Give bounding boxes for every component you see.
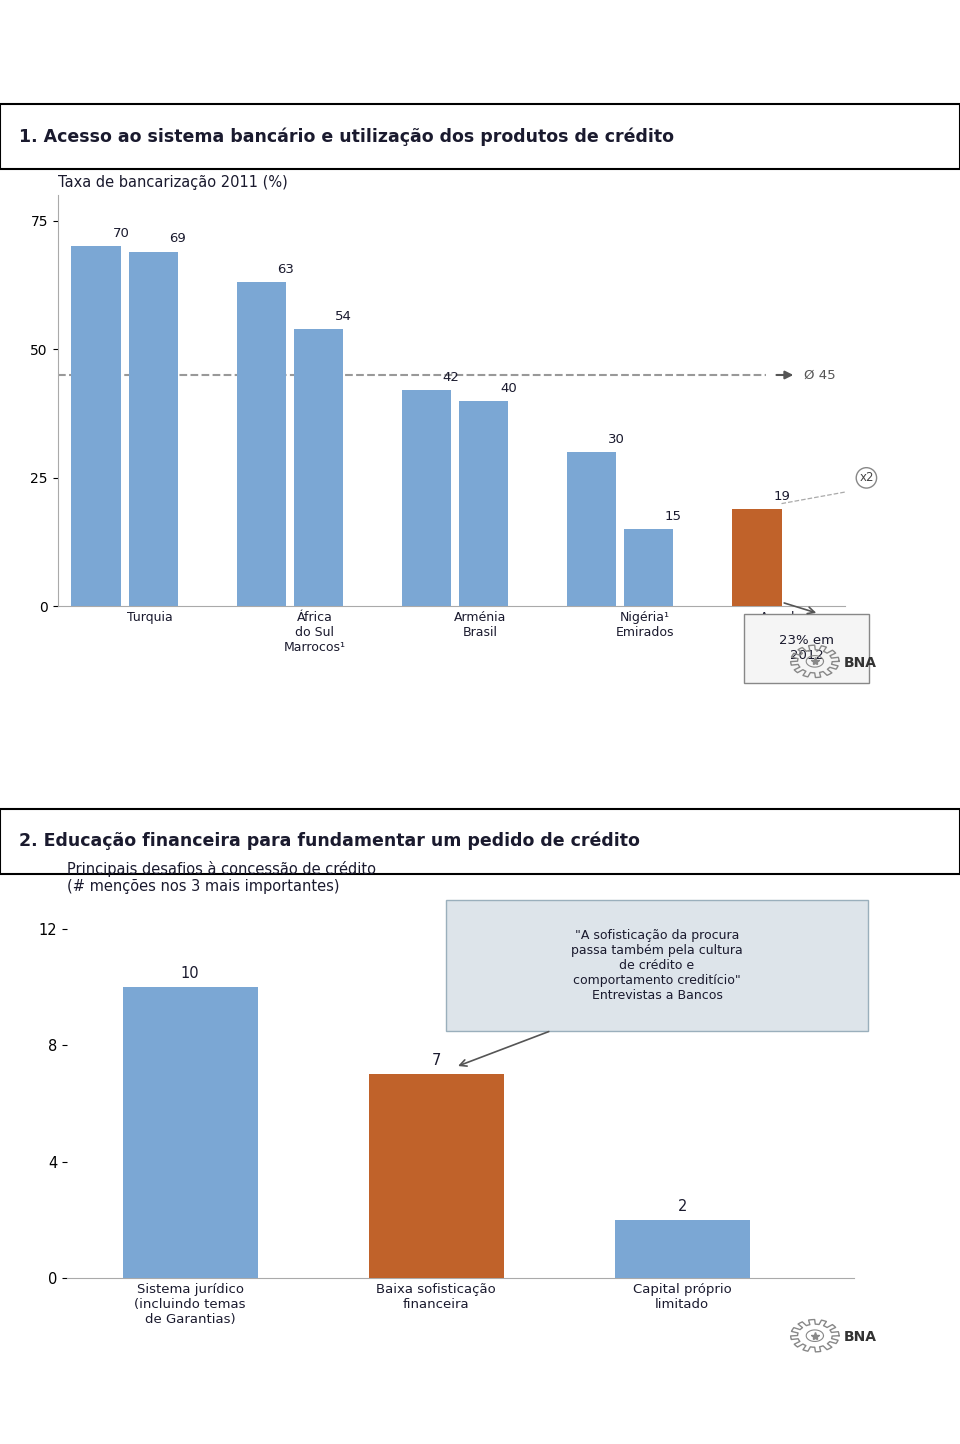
Text: 70: 70: [112, 227, 130, 240]
Text: Taxa de bancarização 2011 (%): Taxa de bancarização 2011 (%): [58, 175, 287, 189]
Text: "A sofisticação da procura
passa também pela cultura
de crédito e
comportamento : "A sofisticação da procura passa também …: [571, 928, 743, 1002]
Bar: [129, 251, 178, 606]
Text: Angola: Angola: [425, 780, 535, 800]
Text: 10: 10: [180, 966, 200, 980]
Text: 42: 42: [443, 371, 460, 384]
Bar: [402, 390, 451, 606]
Bar: [294, 329, 343, 606]
Text: BNA: BNA: [843, 1330, 876, 1344]
Bar: [237, 283, 286, 606]
Text: 40: 40: [500, 381, 516, 394]
Text: 2. Educação financeira para fundamentar um pedido de crédito: 2. Educação financeira para fundamentar …: [19, 832, 640, 851]
Bar: [624, 530, 674, 606]
Text: Principais desafios à concessão de crédito
(# menções nos 3 mais importantes): Principais desafios à concessão de crédi…: [67, 861, 376, 894]
Text: 15: 15: [665, 510, 682, 523]
Text: 54: 54: [335, 309, 351, 322]
Text: em Angola: em Angola: [402, 75, 558, 95]
Bar: [567, 452, 616, 606]
Text: x2: x2: [859, 471, 874, 484]
Text: 2: 2: [678, 1199, 687, 1214]
Text: 69: 69: [170, 232, 186, 245]
Bar: [123, 986, 258, 1278]
Text: 30: 30: [608, 433, 625, 446]
Text: 4. Principais Constrangimentos ao Crescimento do Crédito: 4. Principais Constrangimentos ao Cresci…: [112, 26, 848, 48]
Bar: [614, 1220, 750, 1278]
Text: 19: 19: [773, 490, 790, 503]
Text: 63: 63: [277, 263, 295, 276]
Text: BNA: BNA: [843, 656, 876, 670]
Bar: [732, 508, 781, 606]
Text: 1. Acesso ao sistema bancário e utilização dos produtos de crédito: 1. Acesso ao sistema bancário e utilizaç…: [19, 127, 674, 146]
Text: 23% em
2012: 23% em 2012: [779, 634, 834, 663]
Bar: [71, 247, 121, 606]
Text: 7: 7: [431, 1054, 441, 1069]
Text: Ø 45: Ø 45: [804, 368, 835, 381]
Bar: [459, 400, 508, 606]
Bar: [369, 1074, 504, 1278]
Text: 4. Principais Constrangimentos ao Crescimento do Crédito em: 4. Principais Constrangimentos ao Cresci…: [89, 731, 871, 752]
